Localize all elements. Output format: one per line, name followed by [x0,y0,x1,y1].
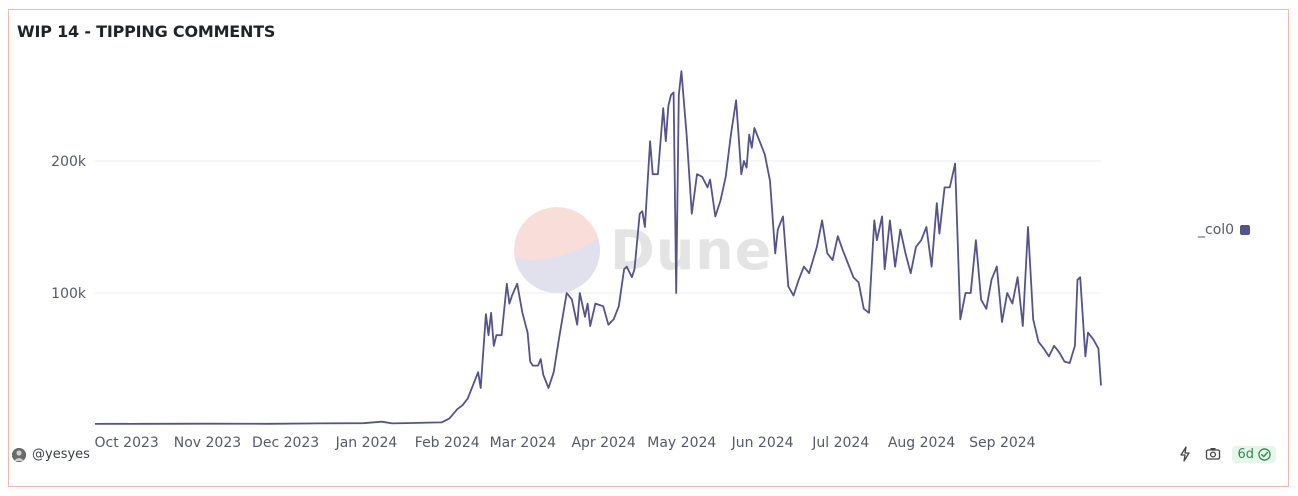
chart-actions: 6d [1176,445,1276,463]
author-info[interactable]: @yesyes [12,447,90,462]
x-tick-label: May 2024 [647,435,716,451]
x-tick-label: Jul 2024 [811,435,869,451]
x-tick-label: Nov 2023 [174,435,241,451]
legend-label: _col0 [1198,222,1235,238]
grid-lines [95,160,1101,294]
chart-card: WIP 14 - TIPPING COMMENTS [8,9,1289,487]
freshness-badge[interactable]: 6d [1232,445,1276,463]
series-line-col0 [94,70,1102,425]
dune-logo-icon [514,207,600,293]
lightning-icon[interactable] [1176,445,1194,463]
legend[interactable]: _col0 [1198,222,1251,238]
x-axis-ticks: Oct 2023 Nov 2023 Dec 2023 Jan 2024 Feb 2024… [95,435,1036,451]
y-axis-ticks: 100k 200k [51,154,87,302]
x-tick-label: Aug 2024 [888,435,956,451]
freshness-text: 6d [1237,446,1254,462]
author-name[interactable]: @yesyes [32,447,90,462]
x-tick-label: Sep 2024 [969,435,1036,451]
chart-title: WIP 14 - TIPPING COMMENTS [17,22,276,41]
x-tick-label: Jan 2024 [335,435,398,451]
x-tick-label: Mar 2024 [490,435,557,451]
x-tick-label: Jun 2024 [731,435,794,451]
x-tick-label: Apr 2024 [571,435,635,451]
x-tick-label: Dec 2023 [252,435,319,451]
dune-watermark: Dune [514,207,772,293]
legend-swatch [1240,225,1251,235]
user-avatar-icon [12,447,26,462]
x-tick-label: Feb 2024 [415,435,480,451]
x-tick-label: Oct 2023 [95,435,159,451]
y-tick-label: 200k [51,154,87,170]
camera-icon[interactable] [1204,445,1222,463]
check-circle-icon [1258,447,1271,461]
y-tick-label: 100k [51,286,87,302]
